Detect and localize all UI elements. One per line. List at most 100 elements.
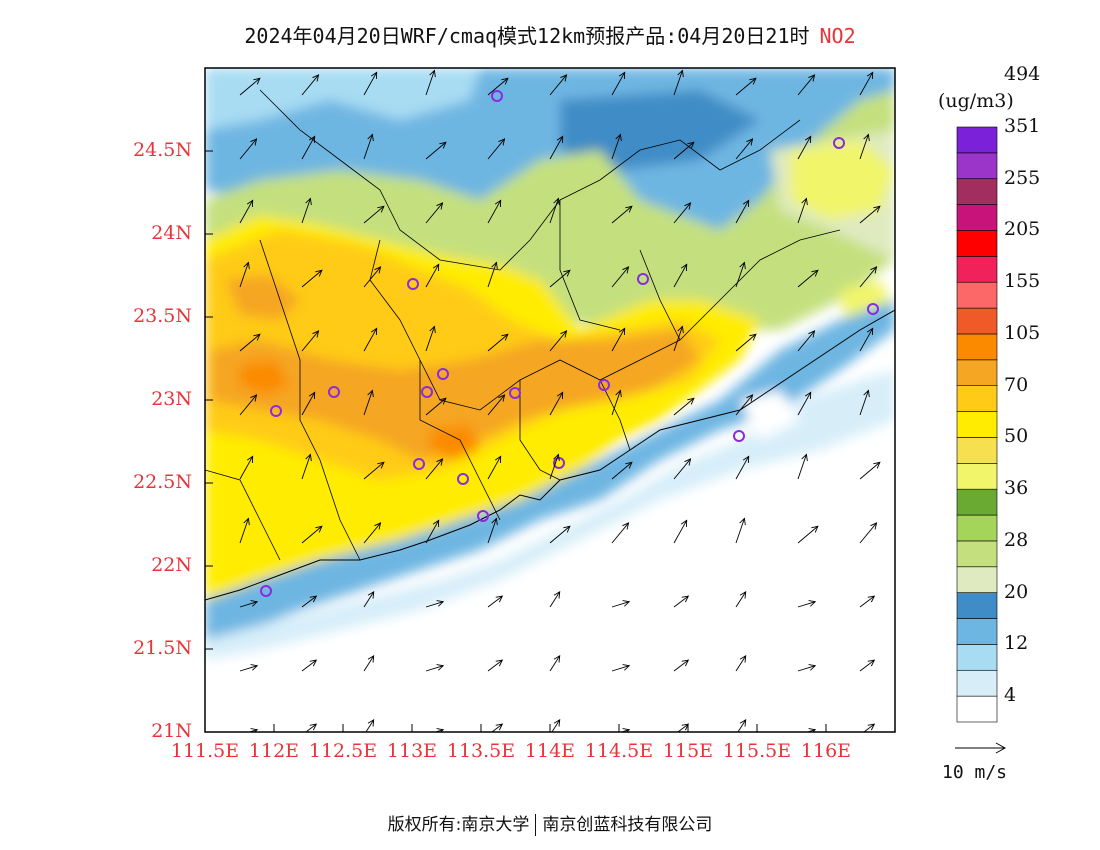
colorbar-label: 351 <box>1004 115 1041 137</box>
wind-arrow <box>611 205 633 224</box>
wind-arrow <box>673 141 695 160</box>
colorbar-label: 50 <box>1004 425 1029 448</box>
wind-arrow <box>301 74 320 96</box>
wind-arrow <box>301 659 318 672</box>
wind-arrow <box>239 600 259 608</box>
wind-arrow <box>611 461 633 480</box>
wind-arrow <box>239 138 258 160</box>
wind-arrow <box>239 394 258 416</box>
wind-arrow <box>301 330 320 352</box>
wind-arrow <box>248 728 259 732</box>
colorbar-swatch <box>956 411 998 438</box>
wind-arrow <box>673 69 684 96</box>
wind-arrow <box>425 69 436 96</box>
wind-arrow <box>859 71 874 96</box>
wind-arrow <box>239 517 250 544</box>
colorbar-label: 70 <box>1004 373 1029 396</box>
colorbar-swatch <box>956 437 998 464</box>
colorbar-swatch <box>956 540 998 568</box>
lon-tick-label: 116E <box>800 740 852 762</box>
wind-arrow <box>487 517 498 544</box>
wind-arrow <box>673 397 695 416</box>
wind-arrow <box>737 719 747 732</box>
wind-arrow <box>363 71 378 96</box>
wind-arrow <box>859 327 874 352</box>
wind-arrow <box>487 77 509 96</box>
wind-arrow <box>797 269 819 288</box>
wind-arrow <box>425 141 447 160</box>
wind-arrow <box>365 719 375 732</box>
colorbar-swatch <box>956 152 998 180</box>
colorbar-label: 105 <box>1004 321 1041 344</box>
lon-tick-label: 113.5E <box>446 740 516 762</box>
wind-arrow <box>425 397 447 416</box>
wind-arrow <box>239 199 254 224</box>
wind-arrow <box>425 600 445 608</box>
wind-arrow <box>549 330 568 352</box>
colorbar-swatch <box>956 230 998 257</box>
wind-arrow <box>487 394 506 416</box>
wind-arrow <box>549 74 568 96</box>
lat-tick-label: 22.5N <box>133 471 192 493</box>
title-text: 2024年04月20日WRF/cmaq模式12km预报产品:04月20日21时 <box>244 24 810 48</box>
wind-arrow <box>735 199 750 224</box>
wind-arrow <box>797 330 816 352</box>
colorbar-swatch <box>956 359 998 386</box>
wind-arrow <box>487 199 502 224</box>
wind-arrow <box>363 591 375 608</box>
wind-arrow <box>735 138 754 160</box>
wind-arrow <box>859 595 876 608</box>
colorbar-units: (ug/m3) <box>938 90 1014 112</box>
wind-arrow <box>673 263 688 288</box>
wind-arrow <box>611 266 630 288</box>
colorbar-swatch <box>956 566 998 593</box>
wind-arrow <box>549 135 564 160</box>
wind-arrow <box>239 77 261 96</box>
wind-arrow <box>735 455 750 480</box>
lat-tick-label: 23N <box>151 388 192 410</box>
wind-vectors <box>239 69 881 732</box>
colorbar-label: 155 <box>1004 270 1041 293</box>
wind-arrow <box>735 77 757 96</box>
colorbar-label: 255 <box>1004 166 1041 189</box>
wind-arrow <box>301 269 323 288</box>
wind-arrow <box>673 325 684 352</box>
colorbar-swatch <box>956 488 998 516</box>
wind-arrow <box>806 728 817 732</box>
copyright-separator <box>535 814 537 836</box>
wind-arrow <box>425 519 440 544</box>
wind-arrow <box>859 266 878 288</box>
colorbar-swatch <box>956 333 998 361</box>
colorbar-swatch <box>956 618 998 645</box>
wind-arrow <box>549 525 571 544</box>
wind-arrow <box>363 205 385 224</box>
colorbar-swatch <box>956 281 998 309</box>
wind-arrow <box>239 455 254 480</box>
wind-arrow <box>797 600 817 608</box>
colorbar-swatch <box>956 463 998 490</box>
colorbar-swatch <box>956 592 998 619</box>
wind-arrow <box>434 728 445 732</box>
colorbar-label: 20 <box>1004 580 1029 603</box>
wind-arrow <box>735 517 746 544</box>
wind-arrow <box>487 595 504 608</box>
wind-arrow <box>239 333 261 352</box>
wind-arrow <box>363 266 382 288</box>
map-title: 2024年04月20日WRF/cmaq模式12km预报产品:04月20日21时 N… <box>0 20 1100 49</box>
wind-arrow <box>673 519 688 544</box>
wind-arrow <box>797 453 808 480</box>
wind-arrow <box>363 655 375 672</box>
wind-arrow <box>487 261 498 288</box>
colorbar-label: 36 <box>1004 477 1029 500</box>
wind-arrow <box>301 135 316 160</box>
colorbar-swatch <box>956 514 998 542</box>
wind-arrow <box>859 133 870 160</box>
wind-arrow <box>239 664 259 672</box>
wind-arrow <box>549 453 560 480</box>
wind-arrow <box>301 391 316 416</box>
wind-arrow <box>797 525 819 544</box>
lat-tick-label: 21.5N <box>133 637 192 659</box>
wind-arrow <box>425 664 445 672</box>
colorbar-swatch <box>956 126 998 154</box>
